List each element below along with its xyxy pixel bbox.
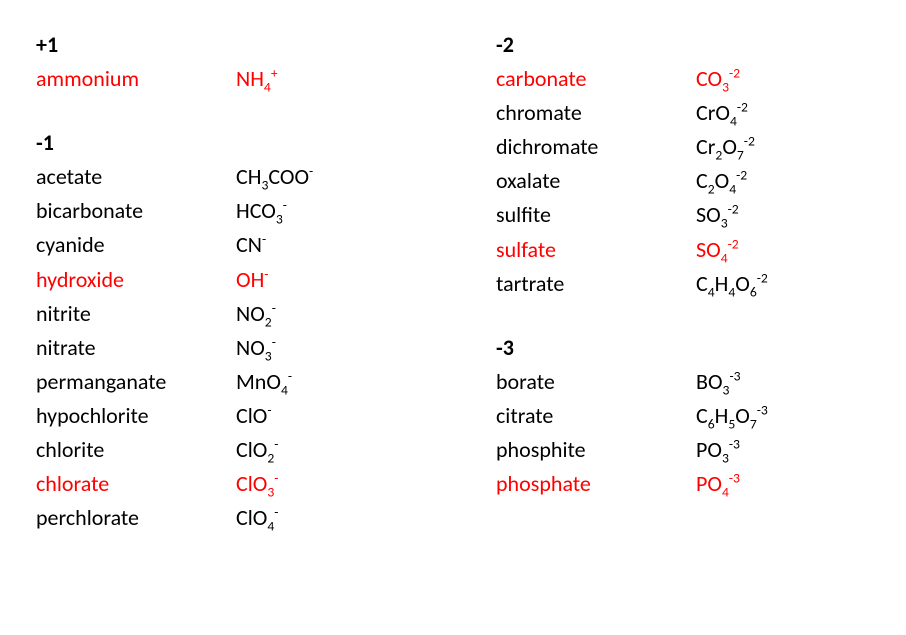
charge-header: -3 [496, 331, 896, 365]
ion-name: chromate [496, 96, 696, 130]
ion-name: sulfate [496, 233, 696, 267]
ion-name: ammonium [36, 62, 236, 96]
ion-row: nitriteNO2- [36, 297, 436, 331]
ion-group: borateBO3-3citrateC6H5O7-3phosphitePO3-3… [496, 365, 896, 501]
ion-group: ammoniumNH4+ [36, 62, 436, 96]
ion-row: tartrateC4H4O6-2 [496, 267, 896, 301]
charge-header-label: -3 [496, 331, 514, 365]
ion-formula: CN- [236, 228, 266, 262]
ion-name: bicarbonate [36, 194, 236, 228]
ion-row: chromateCrO4-2 [496, 96, 896, 130]
ion-row: phosphatePO4-3 [496, 467, 896, 501]
ion-formula: PO3-3 [696, 433, 740, 467]
left-column: +1 ammoniumNH4+ -1 acetateCH3COO-bicarbo… [36, 28, 436, 535]
ion-formula: CH3COO- [236, 160, 313, 194]
right-column: -2 carbonateCO3-2chromateCrO4-2dichromat… [496, 28, 896, 535]
ion-formula: MnO4- [236, 365, 292, 399]
ion-name: cyanide [36, 228, 236, 262]
ion-row: hydroxideOH- [36, 263, 436, 297]
ion-name: nitrite [36, 297, 236, 331]
ion-name: permanganate [36, 365, 236, 399]
ion-formula: ClO- [236, 399, 272, 433]
ion-row: hypochloriteClO- [36, 399, 436, 433]
ion-formula: NO3- [236, 331, 276, 365]
ion-formula: Cr2O7-2 [696, 130, 755, 164]
ion-formula: PO4-3 [696, 467, 740, 501]
ion-row: borateBO3-3 [496, 365, 896, 399]
ion-name: tartrate [496, 267, 696, 301]
ion-row: acetateCH3COO- [36, 160, 436, 194]
ion-row: sulfiteSO3-2 [496, 198, 896, 232]
ion-group: carbonateCO3-2chromateCrO4-2dichromateCr… [496, 62, 896, 301]
ion-formula: ClO4- [236, 501, 278, 535]
ion-name: chlorate [36, 467, 236, 501]
ion-formula: BO3-3 [696, 365, 741, 399]
ion-row: bicarbonateHCO3- [36, 194, 436, 228]
ion-name: citrate [496, 399, 696, 433]
ion-name: phosphate [496, 467, 696, 501]
ion-row: chlorateClO3- [36, 467, 436, 501]
ion-formula: SO3-2 [696, 198, 739, 232]
ion-formula: HCO3- [236, 194, 287, 228]
ion-formula: NO2- [236, 297, 276, 331]
ion-formula: NH4+ [236, 62, 278, 96]
ion-table: +1 ammoniumNH4+ -1 acetateCH3COO-bicarbo… [36, 28, 870, 535]
ion-name: carbonate [496, 62, 696, 96]
ion-formula: CrO4-2 [696, 96, 748, 130]
charge-header-label: +1 [36, 28, 58, 62]
ion-name: acetate [36, 160, 236, 194]
ion-name: chlorite [36, 433, 236, 467]
ion-row: ammoniumNH4+ [36, 62, 436, 96]
ion-row: citrateC6H5O7-3 [496, 399, 896, 433]
ion-name: sulfite [496, 198, 696, 232]
ion-name: perchlorate [36, 501, 236, 535]
ion-name: nitrate [36, 331, 236, 365]
ion-name: hypochlorite [36, 399, 236, 433]
ion-row: cyanideCN- [36, 228, 436, 262]
ion-name: oxalate [496, 164, 696, 198]
ion-group: acetateCH3COO-bicarbonateHCO3-cyanideCN-… [36, 160, 436, 535]
charge-header-label: -2 [496, 28, 514, 62]
spacer [496, 301, 896, 331]
ion-row: perchlorateClO4- [36, 501, 436, 535]
ion-formula: SO4-2 [696, 233, 739, 267]
charge-header: +1 [36, 28, 436, 62]
ion-formula: CO3-2 [696, 62, 740, 96]
ion-formula: C2O4-2 [696, 164, 747, 198]
ion-row: carbonateCO3-2 [496, 62, 896, 96]
ion-formula: C6H5O7-3 [696, 399, 768, 433]
charge-header: -1 [36, 126, 436, 160]
ion-name: borate [496, 365, 696, 399]
ion-row: dichromateCr2O7-2 [496, 130, 896, 164]
ion-row: oxalateC2O4-2 [496, 164, 896, 198]
ion-row: sulfateSO4-2 [496, 233, 896, 267]
ion-formula: C4H4O6-2 [696, 267, 768, 301]
ion-row: chloriteClO2- [36, 433, 436, 467]
ion-formula: OH- [236, 263, 268, 297]
charge-header-label: -1 [36, 126, 54, 160]
spacer [36, 96, 436, 126]
ion-formula: ClO2- [236, 433, 278, 467]
charge-header: -2 [496, 28, 896, 62]
ion-row: nitrateNO3- [36, 331, 436, 365]
ion-row: permanganateMnO4- [36, 365, 436, 399]
ion-name: hydroxide [36, 263, 236, 297]
ion-name: phosphite [496, 433, 696, 467]
ion-row: phosphitePO3-3 [496, 433, 896, 467]
ion-name: dichromate [496, 130, 696, 164]
ion-formula: ClO3- [236, 467, 278, 501]
